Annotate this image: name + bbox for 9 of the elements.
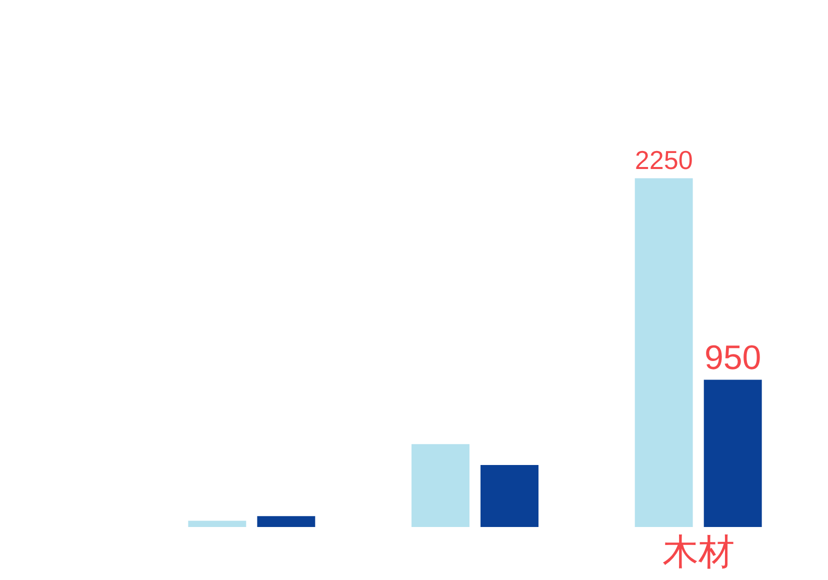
bar <box>412 444 470 527</box>
data-label: 2250 <box>634 145 693 176</box>
bar <box>704 380 762 527</box>
bar <box>257 516 316 527</box>
bar <box>634 178 693 527</box>
data-label: 950 <box>704 338 762 377</box>
bar <box>480 465 538 527</box>
bar <box>188 520 246 527</box>
x-tick-label: 木材 <box>662 531 734 572</box>
